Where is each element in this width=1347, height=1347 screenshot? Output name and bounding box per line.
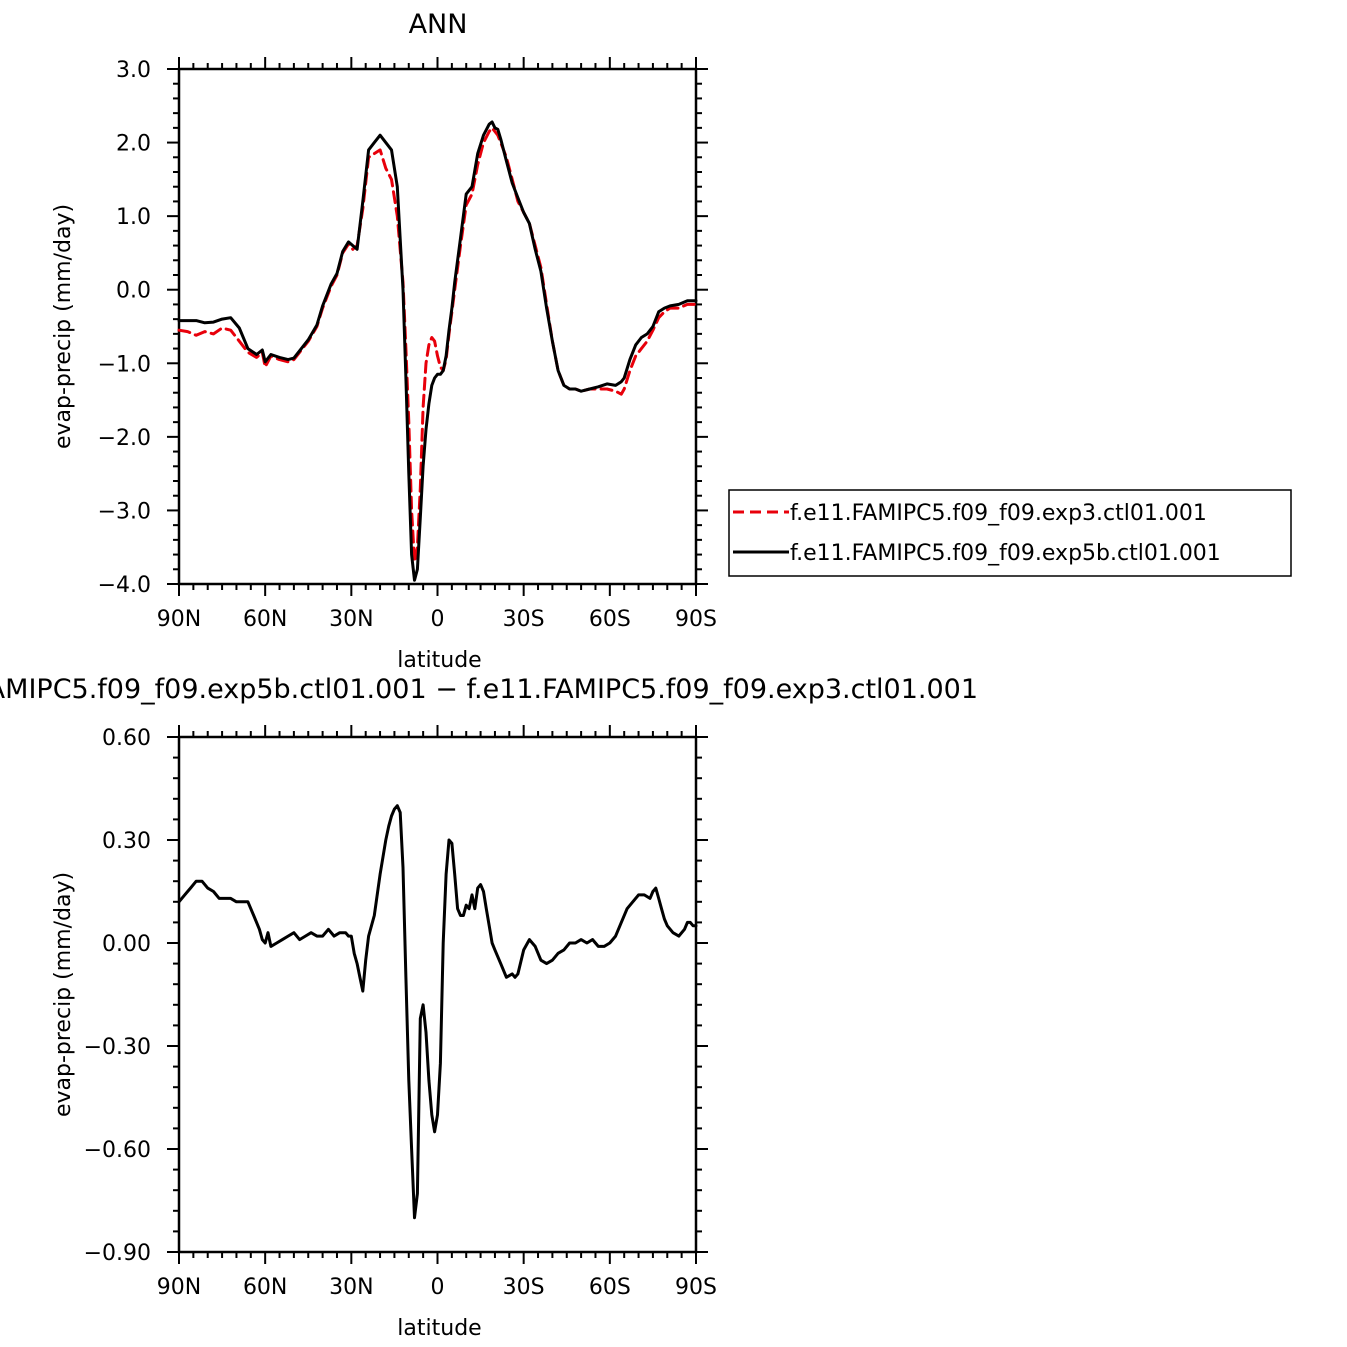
y-tick-label: 3.0 <box>116 58 151 83</box>
x-tick-label: 90N <box>157 607 201 632</box>
x-tick-label: 30N <box>329 1275 373 1300</box>
y-tick-label: 0.30 <box>102 829 151 854</box>
y-axis-label: evap-precip (mm/day) <box>51 872 76 1117</box>
chart-title: f.e11.FAMIPC5.f09_f09.exp5b.ctl01.001 − … <box>0 674 978 705</box>
y-tick-label: 0.0 <box>116 279 151 304</box>
y-tick-label: 1.0 <box>116 205 151 230</box>
x-tick-label: 60N <box>243 1275 287 1300</box>
y-tick-label: 2.0 <box>116 132 151 157</box>
legend-box <box>728 489 1292 577</box>
x-tick-label: 60S <box>589 607 631 632</box>
x-tick-label: 30N <box>329 607 373 632</box>
x-axis-label: latitude <box>397 1316 481 1341</box>
top-panel-mean-line-plot: ANN 90N 60N 30N 0 30S 60S 90S latitude 3.0 2.0 1.0 0… <box>51 9 1292 673</box>
x-tick-label: 60S <box>589 1275 631 1300</box>
x-tick-label: 60N <box>243 607 287 632</box>
plot-frame <box>177 735 698 1254</box>
x-tick-label: 90S <box>675 607 717 632</box>
x-tick-label: 0 <box>431 1275 445 1300</box>
x-tick-label: 90S <box>675 1275 717 1300</box>
y-tick-label: −3.0 <box>98 499 151 524</box>
x-tick-label: 30S <box>503 1275 545 1300</box>
y-tick-label: −0.30 <box>84 1035 151 1060</box>
chart-title: ANN <box>409 9 468 40</box>
series-line-2 <box>177 120 698 582</box>
bottom-panel-difference-line-plot: f.e11.FAMIPC5.f09_f09.exp5b.ctl01.001 − … <box>0 674 978 1341</box>
x-axis-label: latitude <box>397 648 481 673</box>
x-tick-label: 90N <box>157 1275 201 1300</box>
legend-label-1: f.e11.FAMIPC5.f09_f09.exp3.ctl01.001 <box>790 501 1207 526</box>
y-tick-label: 0.60 <box>102 726 151 751</box>
y-tick-label: −4.0 <box>98 573 151 598</box>
series-line-1 <box>177 126 698 564</box>
legend-label-2: f.e11.FAMIPC5.f09_f09.exp5b.ctl01.001 <box>790 541 1221 566</box>
y-tick-label: −1.0 <box>98 352 151 377</box>
y-tick-label: −2.0 <box>98 426 151 451</box>
y-axis-label: evap-precip (mm/day) <box>51 204 76 449</box>
y-tick-label: 0.00 <box>102 932 151 957</box>
y-tick-label: −0.90 <box>84 1241 151 1266</box>
legend: f.e11.FAMIPC5.f09_f09.exp3.ctl01.001 f.e1… <box>728 489 1292 577</box>
x-tick-label: 30S <box>503 607 545 632</box>
y-tick-label: −0.60 <box>84 1138 151 1163</box>
plot-frame <box>177 67 698 586</box>
series-line-1 <box>177 804 698 1220</box>
x-tick-label: 0 <box>431 607 445 632</box>
